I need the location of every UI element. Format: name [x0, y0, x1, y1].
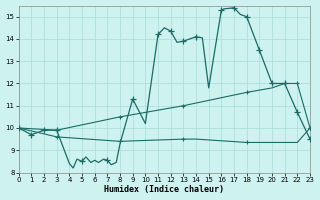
X-axis label: Humidex (Indice chaleur): Humidex (Indice chaleur): [104, 185, 224, 194]
